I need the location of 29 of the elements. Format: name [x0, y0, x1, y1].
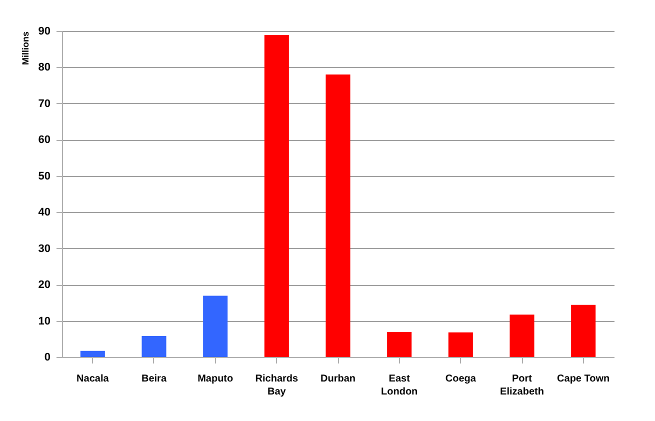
x-tick-label: Cape Town [557, 374, 610, 384]
y-tick-label: 70 [38, 98, 50, 110]
bar [203, 296, 228, 357]
y-tick-label: 0 [44, 352, 50, 364]
y-axis-title: Millions [20, 32, 30, 65]
y-tick-label: 60 [38, 134, 50, 146]
y-tick-label: 40 [38, 206, 50, 219]
x-tick-label: East London [381, 374, 418, 398]
y-tick-label: 30 [38, 242, 50, 255]
bar [142, 336, 166, 357]
bar [326, 74, 350, 357]
y-tick-label: 20 [38, 279, 50, 292]
x-tick-label: Coega [445, 374, 476, 384]
bar [264, 34, 289, 357]
x-tick-label: Port Elizabeth [500, 374, 544, 398]
x-tick-label: Beira [141, 374, 167, 384]
x-tick-label: Richards Bay [255, 374, 298, 398]
x-tick-label: Maputo [198, 374, 234, 384]
bar [387, 332, 412, 357]
y-tick-label: 50 [38, 170, 50, 182]
y-tick-label: 10 [38, 315, 50, 328]
bar [80, 350, 105, 357]
x-tick-label: Durban [320, 374, 356, 384]
x-tick-label: Nacala [76, 374, 110, 384]
y-tick-label: 90 [38, 26, 50, 38]
bar [510, 314, 534, 357]
y-tick-label: 80 [38, 62, 50, 74]
bar [571, 304, 596, 357]
bar [448, 332, 473, 357]
